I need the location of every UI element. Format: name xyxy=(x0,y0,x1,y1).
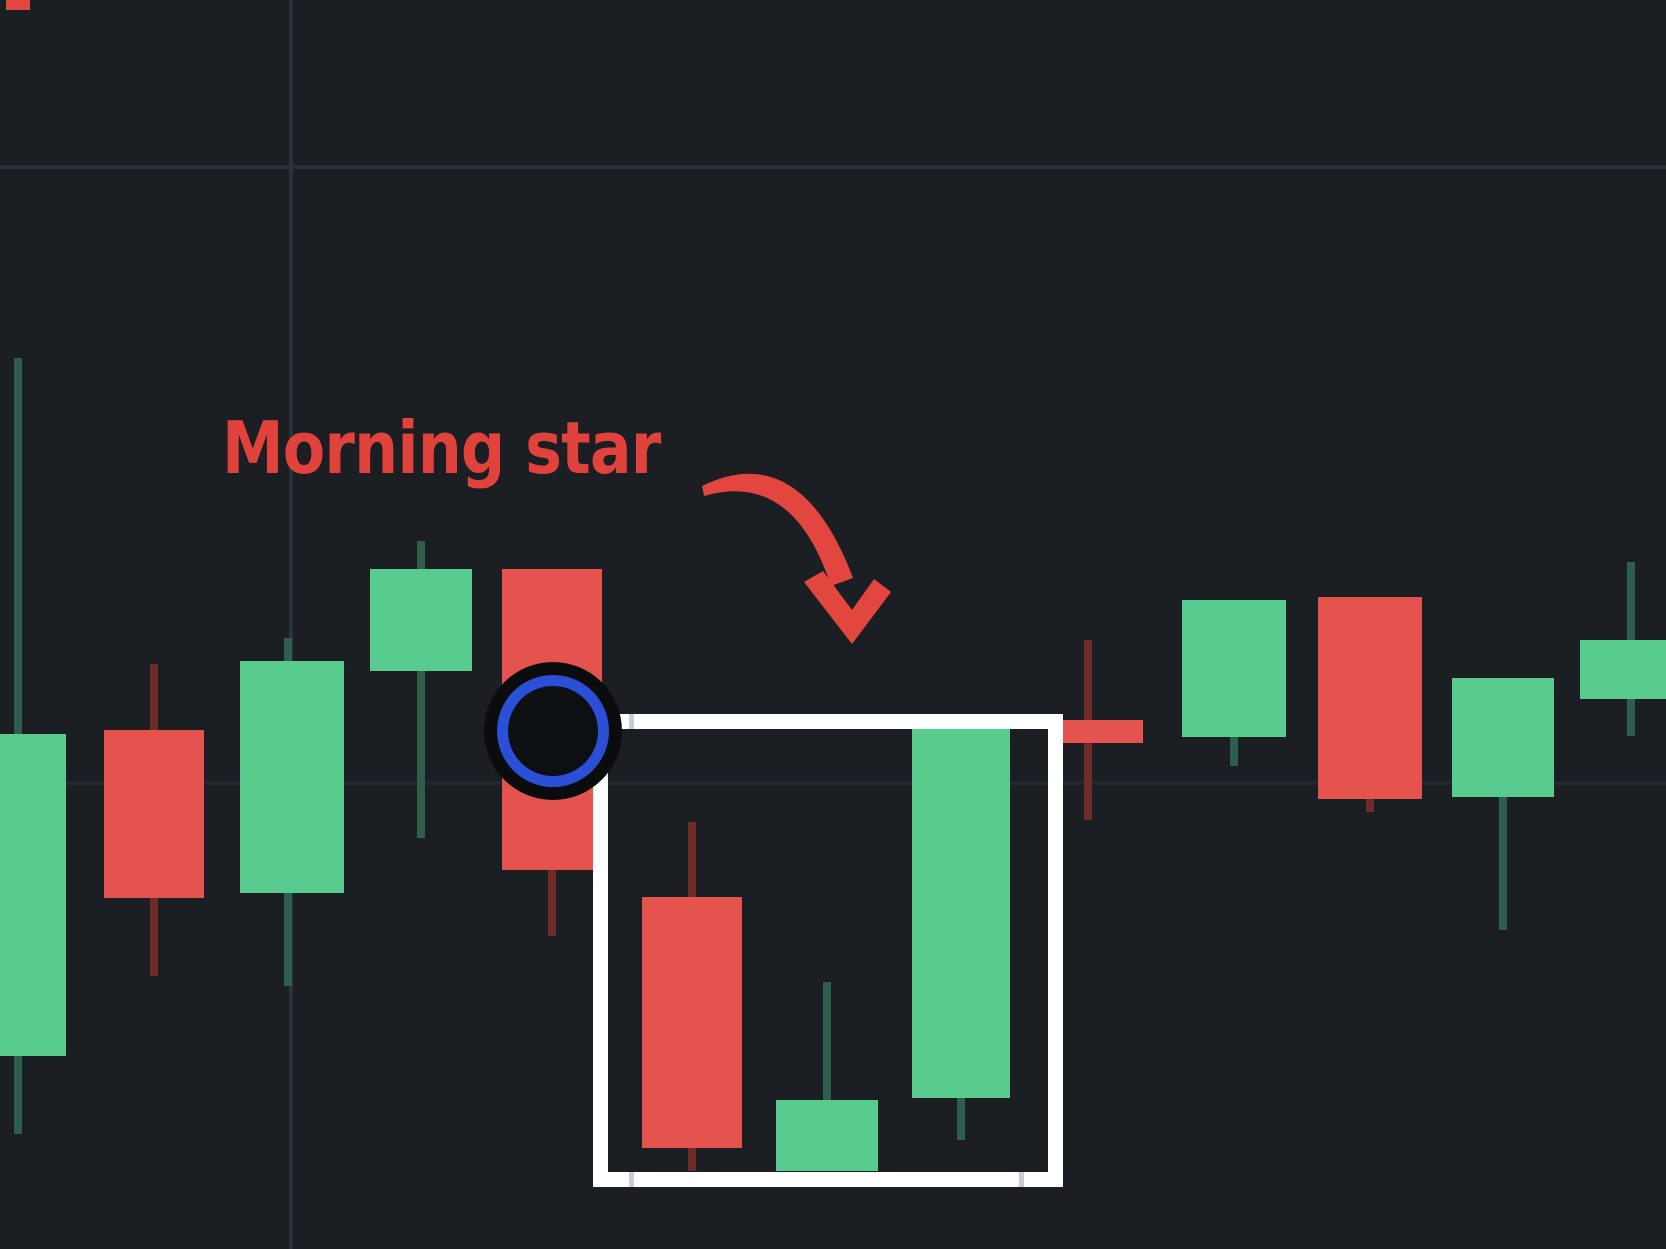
candle-body xyxy=(104,730,204,898)
candle-body xyxy=(1580,640,1666,699)
candle-body xyxy=(912,729,1010,1098)
candle-body xyxy=(0,734,66,1056)
candle-body xyxy=(1452,678,1554,797)
gridline-horizontal xyxy=(0,781,1666,785)
candle-wick xyxy=(823,982,831,1171)
box-gridline-tick xyxy=(629,714,634,729)
arrow-swoosh xyxy=(702,473,853,586)
candle-body xyxy=(240,661,344,893)
pattern-label: Morning star xyxy=(222,406,661,490)
candle-wick xyxy=(1499,678,1507,930)
gridline-horizontal xyxy=(0,165,1666,169)
circle-annotation xyxy=(497,675,609,787)
corner-fragment xyxy=(6,0,30,10)
arrow-head xyxy=(804,571,891,644)
candle-body xyxy=(370,569,472,671)
gridline-vertical xyxy=(289,0,293,1249)
candle-body xyxy=(642,897,742,1148)
candle-body xyxy=(1318,597,1422,799)
box-gridline-tick xyxy=(629,1172,634,1187)
candle-wick xyxy=(417,541,425,838)
candle-body xyxy=(776,1100,878,1171)
candle-body xyxy=(1182,600,1286,737)
pattern-highlight-box xyxy=(593,714,1063,1187)
box-gridline-tick xyxy=(1019,1172,1024,1187)
candle-body xyxy=(1050,720,1143,743)
